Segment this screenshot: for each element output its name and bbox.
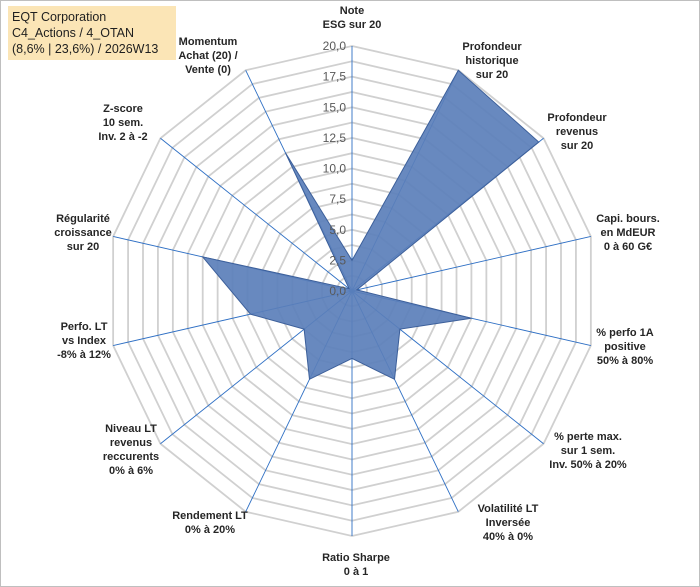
axis-label-line: Régularité <box>56 213 110 225</box>
axis-label: % perfo 1A positive 50% à 80% <box>596 327 654 367</box>
category-path: C4_Actions / 4_OTAN <box>12 26 135 40</box>
axis-label-line: sur 20 <box>561 140 593 152</box>
axis-label-line: sur 1 sem. <box>561 445 615 457</box>
axis-label-line: Profondeur <box>462 41 522 53</box>
axis-label-line: Capi. bours. <box>596 213 660 225</box>
axis-label: Volatilité LT Inversée 40% à 0% <box>478 503 539 543</box>
axis-label-line: 50% à 80% <box>597 355 653 367</box>
radar-series-area <box>201 69 540 381</box>
axis-label-line: % perte max. <box>554 431 622 443</box>
axis-label-line: 0% à 20% <box>185 524 235 536</box>
tick-label: 15,0 <box>323 100 347 114</box>
series-area <box>201 69 540 381</box>
axis-label-line: Volatilité LT <box>478 503 539 515</box>
tick-label: 0,0 <box>329 284 346 298</box>
axis-label-line: Inv. 2 à -2 <box>98 131 147 143</box>
axis-spoke <box>351 236 591 292</box>
axis-label: Momentum Achat (20) / Vente (0) <box>178 36 237 76</box>
axis-label: Note ESG sur 20 <box>323 5 382 31</box>
axis-label-line: Note <box>340 5 364 17</box>
axis-label: Niveau LT revenus reccurents 0% à 6% <box>103 423 159 477</box>
axis-label: Perfo. LT vs Index -8% à 12% <box>57 321 111 361</box>
axis-label: Ratio Sharpe 0 à 1 <box>322 552 390 578</box>
axis-label-line: % perfo 1A <box>596 327 654 339</box>
axis-label: % perte max. sur 1 sem. Inv. 50% à 20% <box>549 431 627 471</box>
axis-label-line: 0 à 60 G€ <box>604 241 652 253</box>
axis-label-line: 40% à 0% <box>483 531 533 543</box>
axis-label-line: Profondeur <box>547 112 607 124</box>
axis-label-line: 0% à 6% <box>109 465 153 477</box>
axis-spoke <box>160 137 353 292</box>
axis-label: Régularité croissance sur 20 <box>54 213 111 253</box>
tick-label: 10,0 <box>323 162 347 176</box>
axis-label-line: en MdEUR <box>601 227 656 239</box>
axis-label: Capi. bours. en MdEUR 0 à 60 G€ <box>596 213 660 253</box>
axis-label-line: Niveau LT <box>105 423 157 435</box>
axis-label-line: sur 20 <box>476 69 508 81</box>
tick-label: 20,0 <box>323 39 347 53</box>
axis-labels: Note ESG sur 20 Profondeur historique sur 20… <box>54 5 660 578</box>
axis-label-line: Perfo. LT <box>61 321 108 333</box>
tick-label: 7,5 <box>329 192 346 206</box>
performance-period: (8,6% | 23,6%) / 2026W13 <box>12 42 159 56</box>
axis-label-line: Z-score <box>103 103 143 115</box>
axis-label-line: reccurents <box>103 451 159 463</box>
axis-label-line: Inv. 50% à 20% <box>549 459 627 471</box>
axis-label-line: vs Index <box>62 335 107 347</box>
axis-label-line: Inversée <box>486 517 531 529</box>
axis-label: Profondeur historique sur 20 <box>462 41 522 81</box>
radial-tick-labels: 0,0 2,5 5,0 7,5 10,0 12,5 15,0 17,5 20,0 <box>323 39 347 298</box>
axis-label-line: positive <box>604 341 646 353</box>
axis-label: Rendement LT 0% à 20% <box>172 510 248 536</box>
axis-label: Profondeur revenus sur 20 <box>547 112 607 152</box>
tick-label: 5,0 <box>329 223 346 237</box>
axis-label-line: 0 à 1 <box>344 566 368 578</box>
axis-label-line: Momentum <box>179 36 238 48</box>
axis-label-line: revenus <box>110 437 152 449</box>
axis-label-line: Ratio Sharpe <box>322 552 390 564</box>
axis-label-line: 10 sem. <box>103 117 143 129</box>
tick-label: 17,5 <box>323 70 347 84</box>
axis-label-line: historique <box>465 55 518 67</box>
axis-label-line: revenus <box>556 126 598 138</box>
axis-label-line: ESG sur 20 <box>323 19 382 31</box>
info-box: EQT Corporation C4_Actions / 4_OTAN (8,6… <box>8 6 176 60</box>
axis-label-line: Vente (0) <box>185 64 231 76</box>
axis-label-line: -8% à 12% <box>57 349 111 361</box>
axis-label-line: croissance <box>54 227 111 239</box>
axis-label: Z-score 10 sem. Inv. 2 à -2 <box>98 103 147 143</box>
axis-label-line: Rendement LT <box>172 510 248 522</box>
tick-label: 12,5 <box>323 131 347 145</box>
axis-label-line: Achat (20) / <box>178 50 237 62</box>
company-name: EQT Corporation <box>12 10 107 24</box>
tick-label: 2,5 <box>329 253 346 267</box>
axis-label-line: sur 20 <box>67 241 99 253</box>
